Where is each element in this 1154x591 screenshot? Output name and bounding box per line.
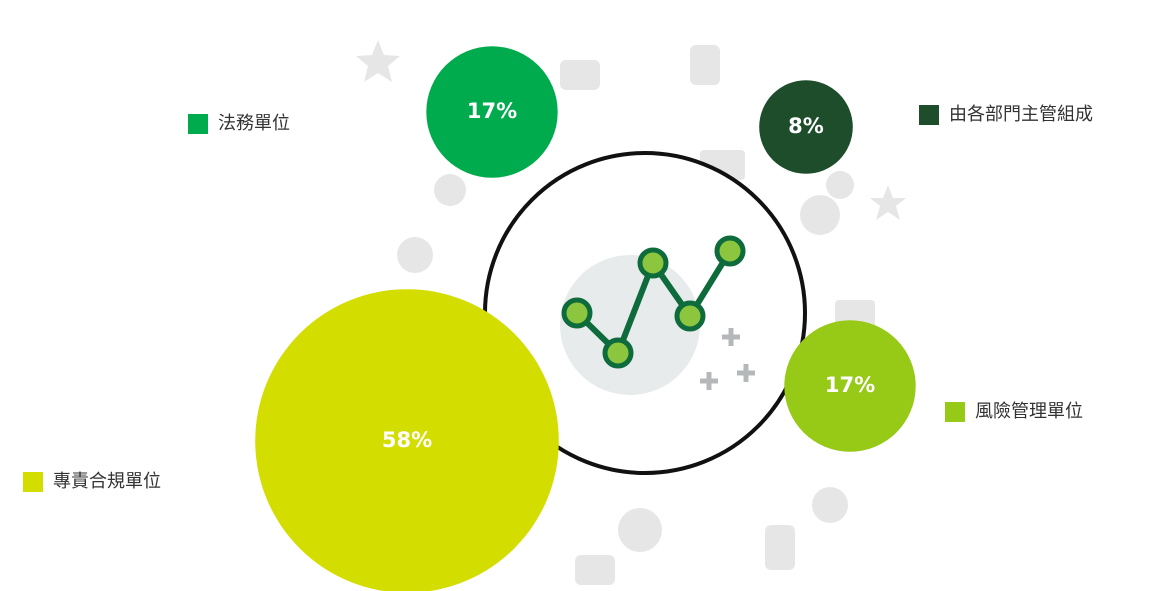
value-label: 17%	[467, 99, 517, 123]
legend-swatch	[945, 402, 965, 422]
legend-label: 專責合規單位	[53, 471, 161, 492]
legend-swatch	[188, 114, 208, 134]
legend-label: 由各部門主管組成	[949, 104, 1093, 125]
legend-label: 法務單位	[218, 113, 290, 134]
value-label: 17%	[825, 373, 875, 397]
value-label: 8%	[788, 114, 824, 138]
value-label: 58%	[382, 428, 432, 452]
legend-swatch	[919, 105, 939, 125]
chart: 17% 法務單位 8% 由各部門主管組成 17% 風險管理單位 58% 專責合規單位	[0, 0, 1154, 591]
legend-label: 風險管理單位	[975, 401, 1083, 422]
legend-swatch	[23, 472, 43, 492]
